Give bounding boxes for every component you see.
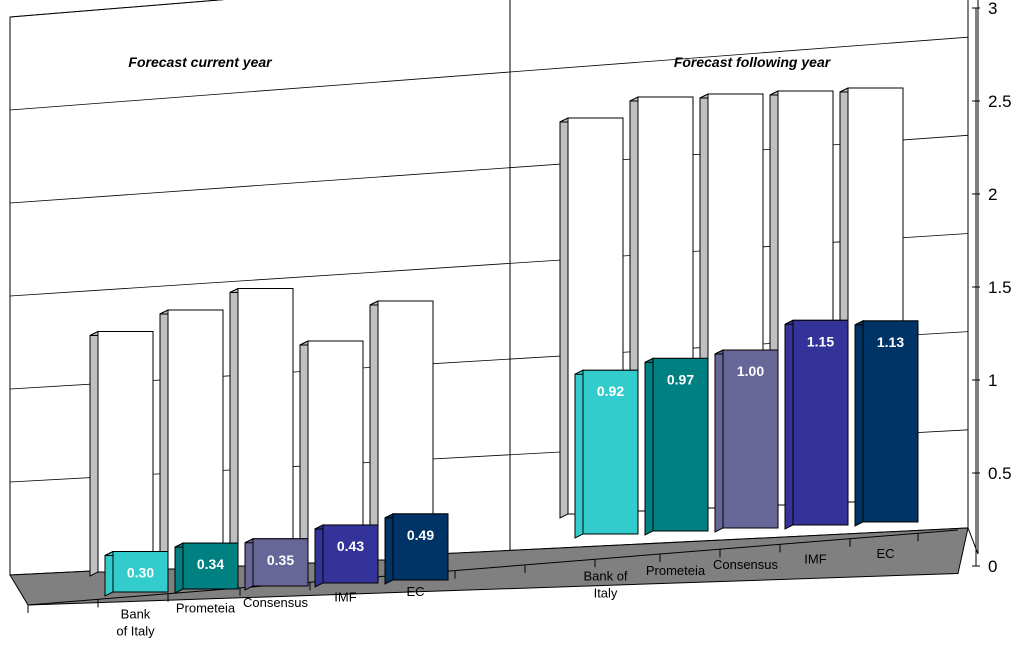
y-tick-label: 0.5 [988, 464, 1012, 483]
front-bar-side [174, 542, 184, 594]
front-bar [792, 319, 849, 526]
data-label: 0.49 [407, 527, 434, 543]
back-bar [97, 331, 154, 573]
front-bar-side [714, 349, 724, 533]
y-tick-label: 3 [988, 0, 997, 18]
category-label: Bank of Italy [583, 568, 627, 600]
panel-title-current-year: Forecast current year [128, 54, 273, 70]
back-bar [167, 309, 224, 570]
category-label: Consensus [243, 595, 309, 610]
front-bar-side [784, 319, 794, 530]
y-tick-label: 0 [988, 557, 997, 576]
data-label: 1.13 [877, 334, 904, 350]
front-bar [392, 513, 449, 581]
x-axis-line [27, 529, 959, 606]
front-bar-side [244, 537, 254, 591]
category-label: Consensus [713, 557, 779, 572]
data-label: 0.35 [267, 552, 294, 568]
back-bar [237, 288, 294, 567]
back-bar-side [89, 330, 99, 577]
front-bar [112, 551, 169, 593]
front-bar [652, 357, 709, 532]
panel-title-following-year: Forecast following year [674, 54, 832, 70]
y-tick-label: 1 [988, 371, 997, 390]
front-bar-side [104, 550, 114, 597]
gridline [9, 36, 969, 111]
front-bar [182, 542, 239, 590]
category-label: Prometeia [176, 601, 236, 616]
front-bars: 0.30 0.34 0.35 0.43 0.49 0.92 0.97 1.00 1.15 1.13 [104, 319, 919, 597]
category-label: Prometeia [646, 563, 706, 578]
front-bar-side [314, 524, 324, 588]
y-tick-label: 2.5 [988, 92, 1012, 111]
front-bar [862, 320, 919, 523]
data-label: 0.43 [337, 538, 364, 554]
front-bar-side [644, 357, 654, 536]
data-label: 1.00 [737, 363, 764, 379]
back-bar-side [159, 309, 169, 574]
y-tick-label: 2 [988, 185, 997, 204]
data-label: 0.30 [127, 565, 154, 581]
y-tick-label: 1.5 [988, 278, 1012, 297]
front-bar [322, 524, 379, 584]
back-bar-side [229, 287, 239, 571]
front-bar-side [854, 320, 864, 527]
category-label: EC [876, 546, 894, 561]
front-bar [582, 369, 639, 535]
data-label: 0.97 [667, 371, 694, 387]
back-bar-side [299, 340, 309, 568]
data-label: 1.15 [807, 333, 834, 349]
y-axis: 0 0.5 1 1.5 2 2.5 3 [972, 0, 1012, 576]
data-label: 0.34 [197, 556, 224, 572]
data-label: 0.92 [597, 383, 624, 399]
category-label: IMF [334, 589, 356, 604]
category-label: IMF [804, 551, 826, 566]
category-label: EC [406, 584, 424, 599]
x-axis-categories: Bank of Italy Prometeia Consensus IMF EC Bank … [116, 546, 894, 638]
front-bar-side [384, 513, 394, 585]
category-label: Bank of Italy [116, 606, 155, 638]
front-bar [252, 538, 309, 587]
back-bar-side [559, 117, 569, 519]
gridline [9, 0, 224, 18]
front-bar [722, 349, 779, 529]
front-bar-side [574, 369, 584, 539]
